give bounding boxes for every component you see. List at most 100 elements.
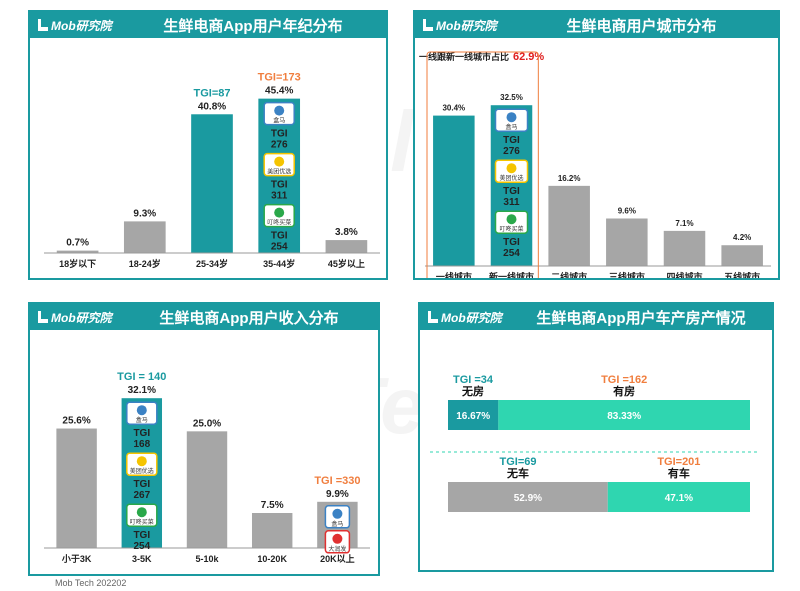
brand-logo: Mob研究院 [428,309,502,326]
value-label-3: 9.6% [618,207,636,216]
value-label-1: 9.3% [133,208,156,219]
footer-source: Mob Tech 202202 [55,578,127,588]
value-label-1: 32.5% [500,93,523,102]
tick-label-0: 一线城市 [436,271,472,278]
tick-label-1: 3-5K [132,554,152,564]
segment-0-0 [448,400,499,430]
value-label-4: 3.8% [335,227,358,238]
tick-label-3: 10-20K [257,554,287,564]
segment-label-1-1: 有车 [668,466,690,480]
segment-tgi-0-1: TGI =162 [601,374,647,386]
app-tgi-label: TGI 168 [133,428,150,450]
tick-label-4: 20K以上 [320,553,355,564]
app-icon-2: 叮咚买菜 [494,210,529,234]
svg-text:美团优选: 美团优选 [267,168,291,176]
app-tgi-label: TGI 311 [503,186,520,208]
city-chart: 30.4% 一线城市 32.5% 新一线城市 16.2% 二线城市 9.6% 三线城市 7.1%… [419,51,771,278]
app-icon-0: 盒马 [263,101,295,126]
app-icon-0: 盒马 [324,505,351,529]
app-icon-1: 美团优选 [126,452,158,476]
city-header: Mob研究院 生鲜电商用户城市分布 [415,12,778,38]
tick-label-0: 18岁以下 [59,258,96,269]
segment-value-1-1: 47.1% [665,493,693,504]
value-label-2: 40.8% [198,101,226,112]
bar-1 [123,221,166,253]
segment-label-1-0: 无车 [506,466,529,480]
segment-tgi-1-1: TGI=201 [657,456,700,468]
svg-text:大润发: 大润发 [328,545,346,553]
segment-value-0-1: 83.33% [607,411,641,422]
segment-tgi-1-0: TGI=69 [500,456,537,468]
segment-1-0 [448,482,608,512]
bar-0 [433,115,475,266]
value-label-2: 25.0% [193,418,221,429]
age-chart: 0.7% 18岁以下 9.3% 18-24岁 40.8% 25-34岁 45.4% 35-44… [44,72,380,269]
app-icon-1: 美团优选 [494,159,529,183]
tgi-label-1: TGI = 140 [117,371,166,383]
tick-label-1: 新一线城市 [489,271,534,278]
app-tgi-label: TGI 254 [503,237,520,259]
city-note-value: 62.9% [513,51,544,63]
bar-5 [721,245,763,266]
app-icon-0: 盒马 [494,108,529,132]
app-tgi-label: TGI 276 [271,129,288,151]
segment-value-0-0: 16.67% [456,411,490,422]
highlight-box [426,51,539,278]
tgi-label-3: TGI=173 [258,72,301,84]
value-label-4: 7.1% [675,219,693,228]
segment-label-0-0: 无房 [461,384,484,398]
tick-label-3: 35-44岁 [263,258,295,269]
svg-text:盒马: 盒马 [331,520,343,528]
value-label-3: 45.4% [265,86,293,97]
assets-title: 生鲜电商App用户车产房产情况 [536,310,746,327]
assets-header: Mob研究院 生鲜电商App用户车产房产情况 [420,304,772,330]
app-icon-0: 盒马 [126,401,158,425]
svg-text:美团优选: 美团优选 [130,467,154,475]
svg-text:盒马: 盒马 [136,416,148,424]
app-icon-1: 美团优选 [263,152,295,177]
segment-value-1-0: 52.9% [514,493,542,504]
app-icon-2: 叮咚买菜 [263,203,295,228]
bar-4 [325,240,368,253]
svg-text:盒马: 盒马 [505,123,517,131]
bar-2 [548,185,590,266]
svg-text:盒马: 盒马 [273,117,285,125]
svg-text:叮咚买菜: 叮咚买菜 [267,219,291,227]
bar-1 [490,105,533,266]
svg-text:叮咚买菜: 叮咚买菜 [499,225,523,233]
app-tgi-label: TGI 311 [271,180,288,202]
bar-3 [606,218,648,266]
age-panel: Mob研究院 生鲜电商App用户年纪分布 0.7% 18岁以下 9.3% 18-24岁… [28,10,388,280]
tick-label-5: 五线城市 [724,271,760,278]
income-header: Mob研究院 生鲜电商App用户收入分布 [30,304,378,330]
app-icon-2: 叮咚买菜 [126,503,158,527]
tick-label-0: 小于3K [61,553,92,564]
value-label-0: 30.4% [442,104,465,113]
city-note: 一线跟新一线城市占比 [419,51,509,62]
brand-logo: Mob研究院 [38,17,112,34]
brand-logo: Mob研究院 [38,309,112,326]
svg-text:叮咚买菜: 叮咚买菜 [130,518,154,526]
brand-logo: Mob研究院 [423,17,497,34]
tick-label-2: 25-34岁 [196,258,228,269]
value-label-5: 4.2% [733,233,751,242]
tick-label-1: 18-24岁 [129,258,161,269]
tgi-label-4: TGI =330 [314,475,360,487]
value-label-0: 25.6% [62,416,90,427]
segment-0-1 [498,400,750,430]
tick-label-4: 45岁以上 [328,258,365,269]
income-panel: Mob研究院 生鲜电商App用户收入分布 25.6% 小于3K 32.1% 3-5K 2… [28,302,380,576]
value-label-2: 16.2% [558,174,581,183]
income-chart: 25.6% 小于3K 32.1% 3-5K 25.0% 5-10k 7.5% 10-20K 9.… [44,371,370,564]
app-tgi-label: TGI 254 [133,530,150,552]
tgi-label-2: TGI=87 [194,87,231,99]
bar-0 [56,250,99,253]
segment-tgi-0-0: TGI =34 [453,374,494,386]
value-label-0: 0.7% [66,238,89,249]
app-tgi-label: TGI 276 [503,135,520,157]
tick-label-3: 三线城市 [609,271,645,278]
segment-1-1 [607,482,750,512]
value-label-1: 32.1% [128,385,156,396]
app-tgi-label: TGI 254 [271,231,288,253]
